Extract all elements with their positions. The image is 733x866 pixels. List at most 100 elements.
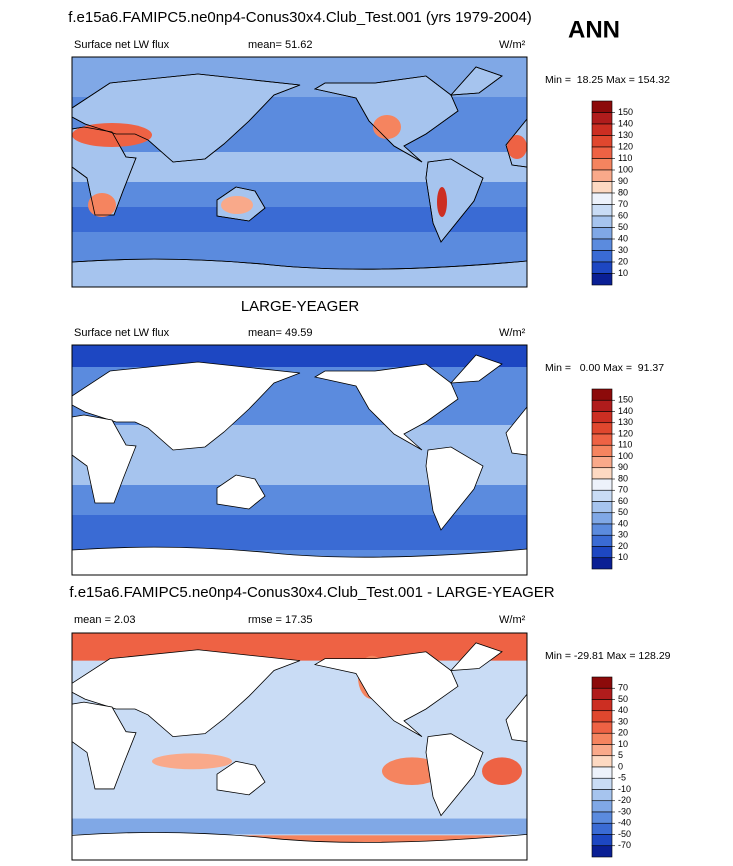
- colorbar-box: [591, 512, 613, 525]
- colorbar-label: 70: [618, 199, 628, 209]
- colorbar-box: [591, 721, 613, 734]
- colorbar-label: 130: [618, 417, 633, 427]
- colorbar-box: [591, 215, 613, 228]
- colorbar-label: 0: [618, 761, 623, 771]
- colorbar-label: -10: [618, 784, 631, 794]
- units-label: W/m²: [499, 614, 526, 626]
- panel-title: f.e15a6.FAMIPC5.ne0np4-Conus30x4.Club_Te…: [69, 584, 554, 601]
- colorbar-box: [591, 744, 613, 757]
- colorbar-label: 70: [618, 683, 628, 693]
- colorbar-label: 30: [618, 530, 628, 540]
- colorbar-box: [591, 123, 613, 136]
- colorbar-box: [591, 546, 613, 559]
- colorbar-box: [591, 822, 613, 835]
- colorbar-box: [591, 467, 613, 480]
- colorbar-label: 120: [618, 428, 633, 438]
- colorbar-label: 80: [618, 187, 628, 197]
- colorbar-label: 30: [618, 245, 628, 255]
- colorbar-box: [591, 238, 613, 251]
- colorbar-box: [591, 227, 613, 240]
- colorbar-box: [591, 456, 613, 469]
- panel-title: LARGE-YEAGER: [241, 298, 360, 315]
- colorbar-box: [591, 834, 613, 847]
- colorbar-label: 40: [618, 518, 628, 528]
- colorbar-label: 50: [618, 694, 628, 704]
- colorbar-box: [591, 699, 613, 712]
- rmse-label: rmse = 17.35: [248, 614, 313, 626]
- colorbar-label: -20: [618, 795, 631, 805]
- colorbar-label: 60: [618, 210, 628, 220]
- range-label: Min = 0.00 Max = 91.37: [545, 362, 664, 374]
- colorbar-label: 70: [618, 485, 628, 495]
- colorbar-box: [591, 755, 613, 768]
- colorbar-box: [591, 250, 613, 263]
- colorbar-box: [591, 422, 613, 435]
- mean-label: mean= 49.59: [248, 327, 313, 339]
- panel-title: f.e15a6.FAMIPC5.ne0np4-Conus30x4.Club_Te…: [68, 9, 532, 26]
- colorbar-label: -50: [618, 829, 631, 839]
- colorbar-label: 30: [618, 716, 628, 726]
- colorbar-label: 10: [618, 268, 628, 278]
- colorbar-box: [591, 388, 613, 401]
- colorbar-box: [591, 192, 613, 205]
- colorbar-label: 120: [618, 141, 633, 151]
- colorbar-box: [591, 534, 613, 547]
- range-label: Min = 18.25 Max = 154.32: [545, 74, 670, 86]
- colorbar-label: 60: [618, 496, 628, 506]
- colorbar-box: [591, 273, 613, 286]
- map-panel: [71, 632, 528, 861]
- colorbar-box: [591, 100, 613, 113]
- colorbar-box: [591, 489, 613, 502]
- range-label: Min = -29.81 Max = 128.29: [545, 650, 671, 662]
- colorbar-box: [591, 433, 613, 446]
- colorbar-label: 110: [618, 153, 632, 163]
- colorbar-label: 150: [618, 107, 633, 117]
- colorbar-label: 140: [618, 118, 633, 128]
- colorbar-box: [591, 676, 613, 689]
- colorbar-label: 40: [618, 233, 628, 243]
- colorbar-box: [591, 557, 613, 570]
- mean-label: mean = 2.03: [74, 614, 135, 626]
- colorbar-box: [591, 411, 613, 424]
- colorbar-box: [591, 845, 613, 858]
- units-label: W/m²: [499, 39, 526, 51]
- colorbar-box: [591, 204, 613, 217]
- colorbar-label: 150: [618, 395, 633, 405]
- colorbar-label: 140: [618, 406, 633, 416]
- colorbar-label: 20: [618, 541, 628, 551]
- colorbar-label: 20: [618, 256, 628, 266]
- colorbar-label: 50: [618, 222, 628, 232]
- colorbar-box: [591, 399, 613, 412]
- map-panel: [71, 344, 528, 576]
- colorbar-label: 10: [618, 552, 628, 562]
- colorbar-box: [591, 261, 613, 274]
- colorbar-label: -40: [618, 818, 631, 828]
- colorbar-box: [591, 789, 613, 802]
- colorbar-box: [591, 800, 613, 813]
- colorbar-label: 110: [618, 440, 632, 450]
- colorbar-box: [591, 444, 613, 457]
- colorbar-label: 10: [618, 739, 628, 749]
- colorbar-label: 80: [618, 473, 628, 483]
- colorbar-label: 50: [618, 507, 628, 517]
- colorbar-label: 130: [618, 130, 633, 140]
- colorbar-box: [591, 732, 613, 745]
- colorbar-label: 100: [618, 451, 633, 461]
- colorbar-label: 100: [618, 164, 633, 174]
- colorbar-box: [591, 523, 613, 536]
- colorbar-label: 90: [618, 176, 628, 186]
- colorbar-box: [591, 158, 613, 171]
- colorbar-label: 5: [618, 750, 623, 760]
- colorbar-box: [591, 811, 613, 824]
- colorbar-label: -30: [618, 806, 631, 816]
- colorbar-box: [591, 777, 613, 790]
- colorbar-box: [591, 501, 613, 514]
- colorbar-box: [591, 181, 613, 194]
- variable-label: Surface net LW flux: [74, 39, 170, 51]
- colorbar-label: 40: [618, 705, 628, 715]
- colorbar-box: [591, 766, 613, 779]
- units-label: W/m²: [499, 327, 526, 339]
- colorbar-box: [591, 146, 613, 159]
- mean-label: mean= 51.62: [248, 39, 313, 51]
